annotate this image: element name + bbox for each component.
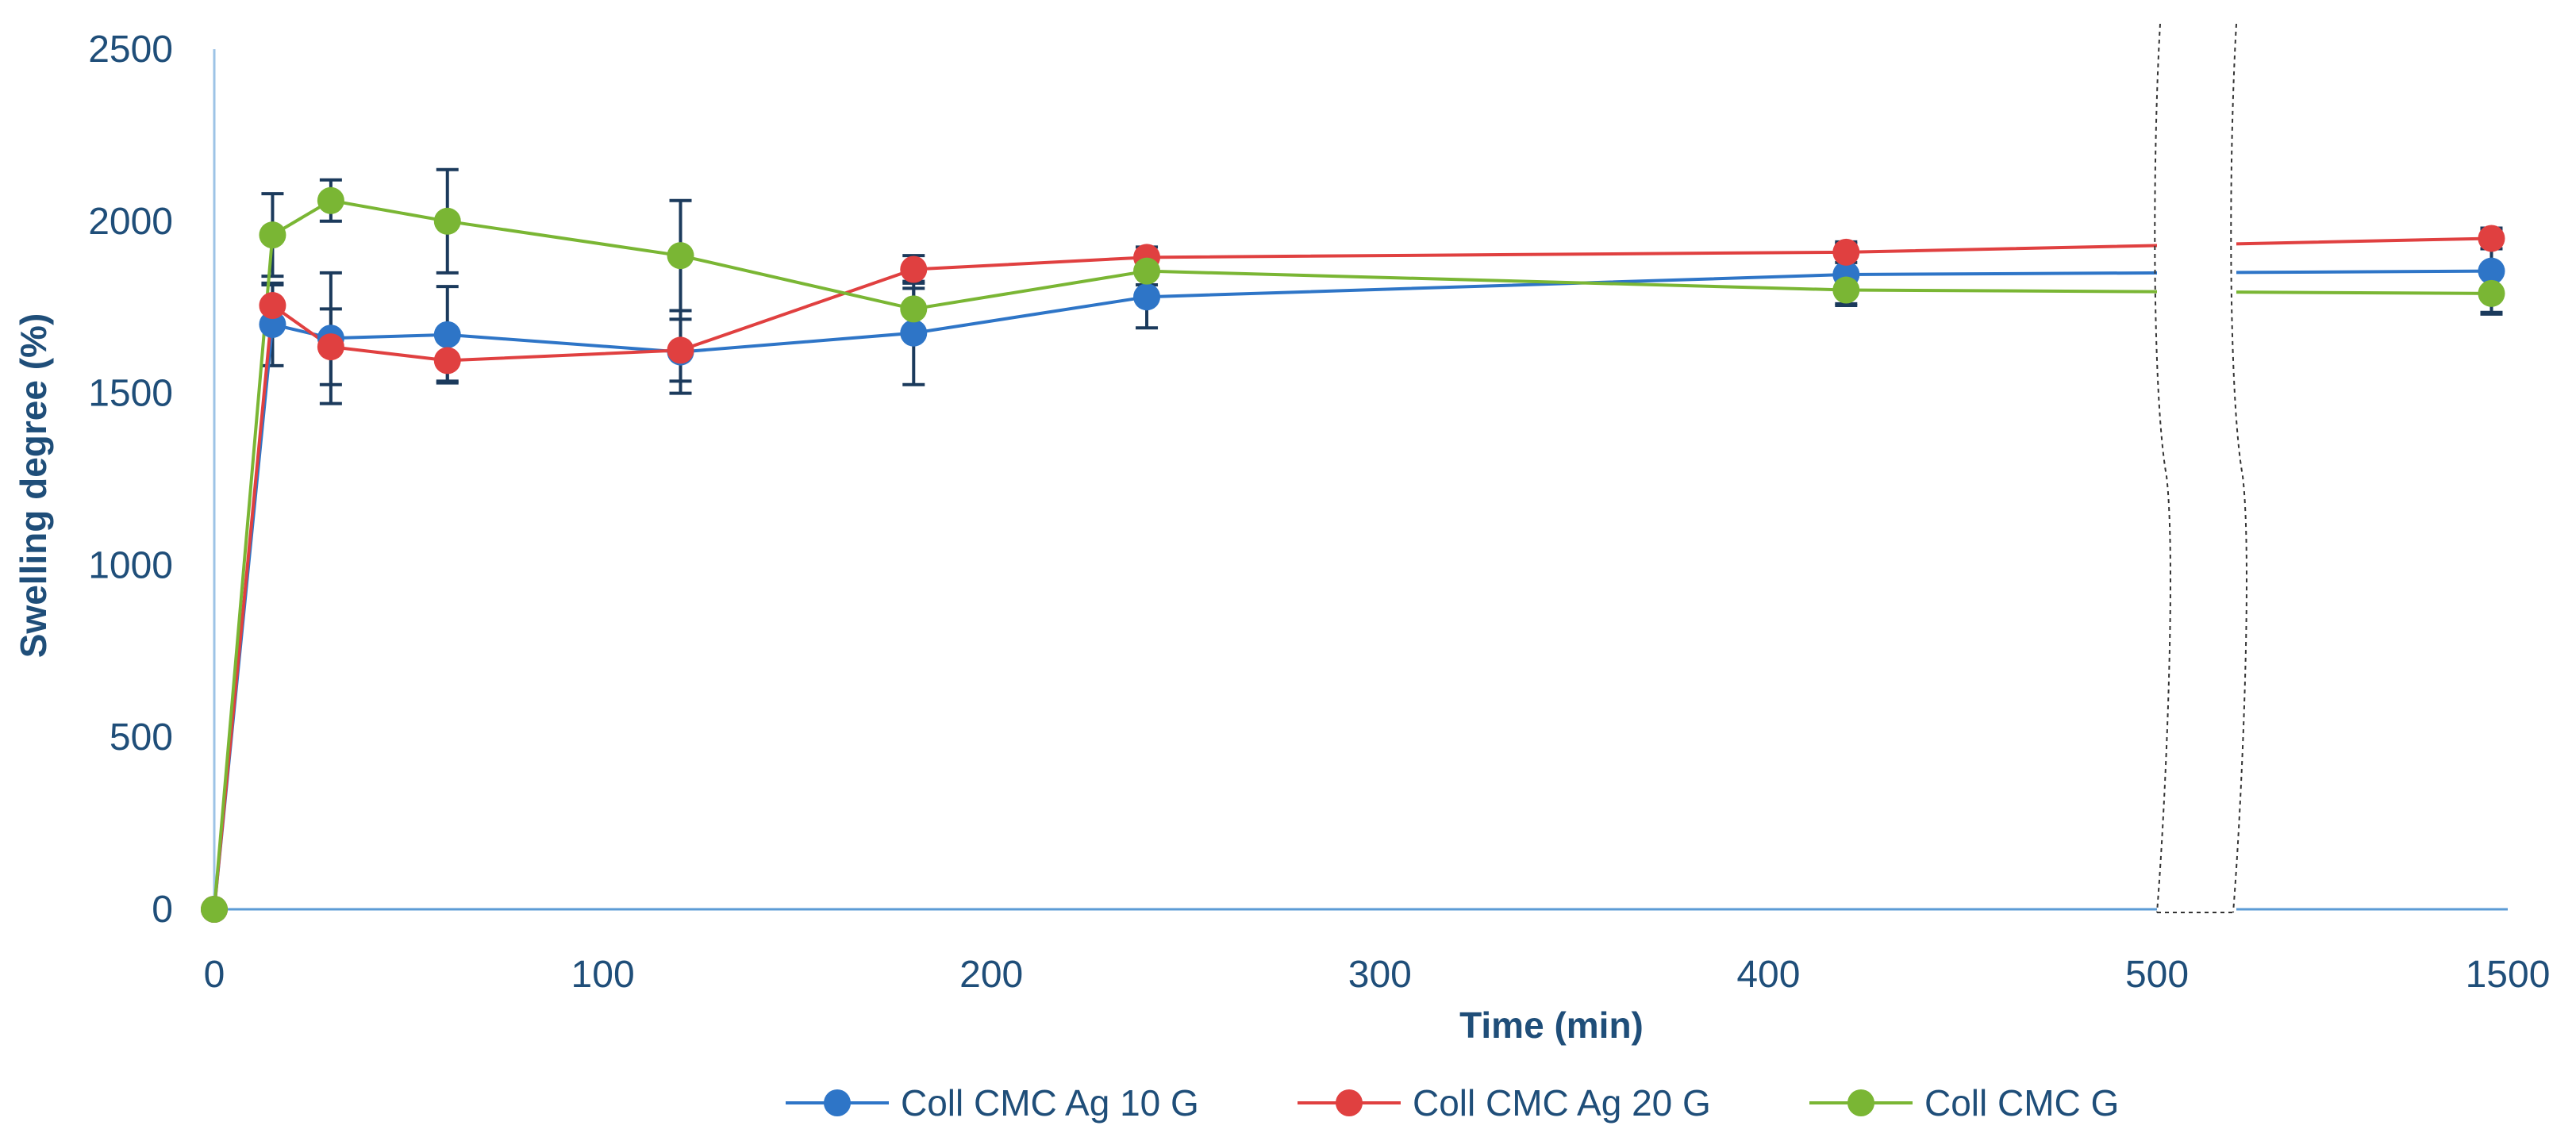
series-line (213, 236, 2492, 910)
data-point (2478, 279, 2505, 307)
data-point (433, 347, 461, 375)
axes (213, 49, 2508, 911)
tick-labels: 0 500 1000 1500 2000 2500 0 100 200 300 400 500 1500 (88, 29, 2550, 996)
x-tick-label: 300 (1348, 954, 1412, 996)
legend-marker (824, 1089, 851, 1116)
x-axis-title: Time (min) (1459, 1004, 1644, 1046)
y-tick-label: 1500 (88, 373, 173, 415)
data-point (667, 242, 694, 270)
axis-break-left-line (2154, 23, 2171, 913)
legend-marker (1847, 1089, 1874, 1116)
y-tick-label: 2000 (88, 201, 173, 243)
axis-break-right-line (2230, 23, 2247, 913)
axis-break (2154, 23, 2247, 916)
data-point (317, 186, 344, 214)
legend: Coll CMC Ag 10 G Coll CMC Ag 20 G Coll CMC… (786, 1082, 2119, 1124)
data-point (259, 292, 286, 320)
x-tick-label: 500 (2125, 954, 2189, 996)
series-line (213, 269, 2492, 910)
data-point (667, 336, 694, 364)
axis-break-mask (2157, 24, 2236, 916)
legend-label: Coll CMC Ag 10 G (901, 1082, 1199, 1124)
data-point (1832, 276, 1860, 304)
x-tick-label: 200 (959, 954, 1023, 996)
data-point (2478, 257, 2505, 285)
legend-item: Coll CMC G (1809, 1082, 2119, 1124)
legend-label: Coll CMC Ag 20 G (1413, 1082, 1711, 1124)
data-point (201, 896, 228, 923)
y-tick-label: 1000 (88, 544, 173, 586)
data-point (433, 321, 461, 348)
y-axis-title: Swelling degree (%) (13, 313, 54, 659)
y-tick-label: 500 (110, 716, 173, 759)
data-point (900, 319, 928, 347)
y-tick-label: 2500 (88, 29, 173, 71)
data-point (900, 295, 928, 323)
x-tick-label: 0 (204, 954, 225, 996)
legend-item: Coll CMC Ag 20 G (1298, 1082, 1711, 1124)
data-point (259, 310, 286, 338)
x-tick-label: 100 (571, 954, 635, 996)
legend-marker (1336, 1089, 1363, 1116)
data-points (201, 186, 2505, 923)
series-lines (213, 198, 2492, 910)
y-tick-label: 0 (152, 889, 173, 931)
series-line (213, 198, 2492, 910)
legend-label: Coll CMC G (1924, 1082, 2119, 1124)
data-point (317, 333, 344, 361)
x-tick-label: 400 (1736, 954, 1800, 996)
data-point (433, 207, 461, 235)
data-point (900, 255, 928, 283)
legend-item: Coll CMC Ag 10 G (786, 1082, 1199, 1124)
x-tick-label: 1500 (2466, 954, 2551, 996)
data-point (1133, 257, 1161, 285)
data-point (2478, 225, 2505, 252)
data-point (1133, 283, 1161, 311)
data-point (1832, 238, 1860, 266)
data-point (259, 221, 286, 249)
